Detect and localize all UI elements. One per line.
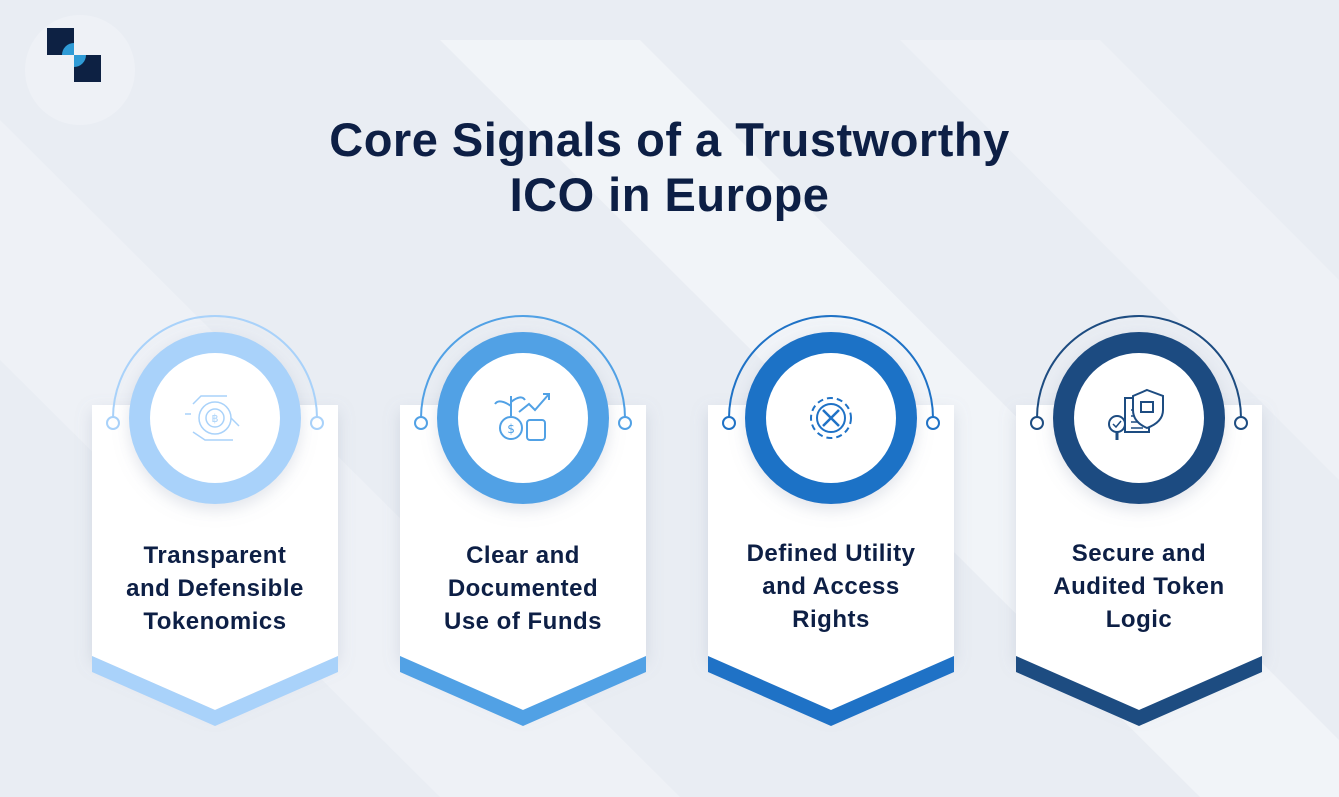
card-label-line: Audited Token — [1053, 573, 1225, 600]
card — [1016, 315, 1262, 726]
decorative-arc — [420, 315, 626, 419]
card-label: Clear and Documented Use of Funds — [400, 539, 646, 638]
card-body — [1016, 405, 1262, 710]
decorative-arc — [112, 315, 318, 419]
card-body — [708, 405, 954, 710]
card-bottom-band — [400, 656, 646, 726]
card-label-line: Logic — [1105, 606, 1173, 633]
card-label-line: Secure and — [1071, 540, 1207, 567]
decorative-arc — [728, 315, 934, 419]
card-label-line: and Access — [762, 573, 900, 600]
card-body — [92, 405, 338, 710]
card-label-line: Transparent — [143, 542, 287, 569]
arc-end-dot — [618, 416, 632, 430]
card: ฿ — [92, 315, 338, 726]
arc-end-dot — [1030, 416, 1044, 430]
card-bottom-band — [708, 656, 954, 726]
title-line-1: Core Signals of a Trustworthy — [329, 113, 1010, 166]
page-title: Core Signals of a Trustworthy ICO in Eur… — [0, 112, 1339, 222]
audit-document-lock-icon — [1108, 388, 1164, 440]
card — [708, 315, 954, 726]
card: $ — [400, 315, 646, 726]
arc-end-dot — [106, 416, 120, 430]
card-label: Defined Utility and Access Rights — [708, 537, 954, 636]
bitcoin-circuit-icon: ฿ — [185, 395, 240, 441]
arc-end-dot — [1234, 416, 1248, 430]
arc-end-dot — [310, 416, 324, 430]
brand-logo — [47, 28, 101, 82]
card-body — [400, 405, 646, 710]
card-label-line: Rights — [792, 606, 870, 633]
card-label-line: Clear and — [466, 542, 580, 569]
card-label-line: Defined Utility — [746, 540, 916, 567]
card-bottom-band — [1016, 656, 1262, 726]
card-label-line: Use of Funds — [443, 608, 602, 635]
card-label-line: Tokenomics — [143, 608, 287, 635]
decorative-arc — [1036, 315, 1242, 419]
gear-tools-icon — [810, 397, 852, 439]
card-bottom-band — [92, 656, 338, 726]
arc-end-dot — [926, 416, 940, 430]
icon-disc — [458, 353, 588, 483]
card-label: Transparent and Defensible Tokenomics — [92, 539, 338, 638]
arc-end-dot — [414, 416, 428, 430]
icon-disc — [150, 353, 280, 483]
card-label: Secure and Audited Token Logic — [1016, 537, 1262, 636]
title-line-2: ICO in Europe — [509, 168, 830, 221]
card-label-line: Documented — [447, 575, 599, 602]
arc-end-dot — [722, 416, 736, 430]
svg-text:$: $ — [507, 422, 515, 436]
card-label-line: and Defensible — [126, 575, 304, 602]
money-growth-icon: $ — [494, 393, 550, 441]
svg-text:฿: ฿ — [212, 412, 219, 425]
